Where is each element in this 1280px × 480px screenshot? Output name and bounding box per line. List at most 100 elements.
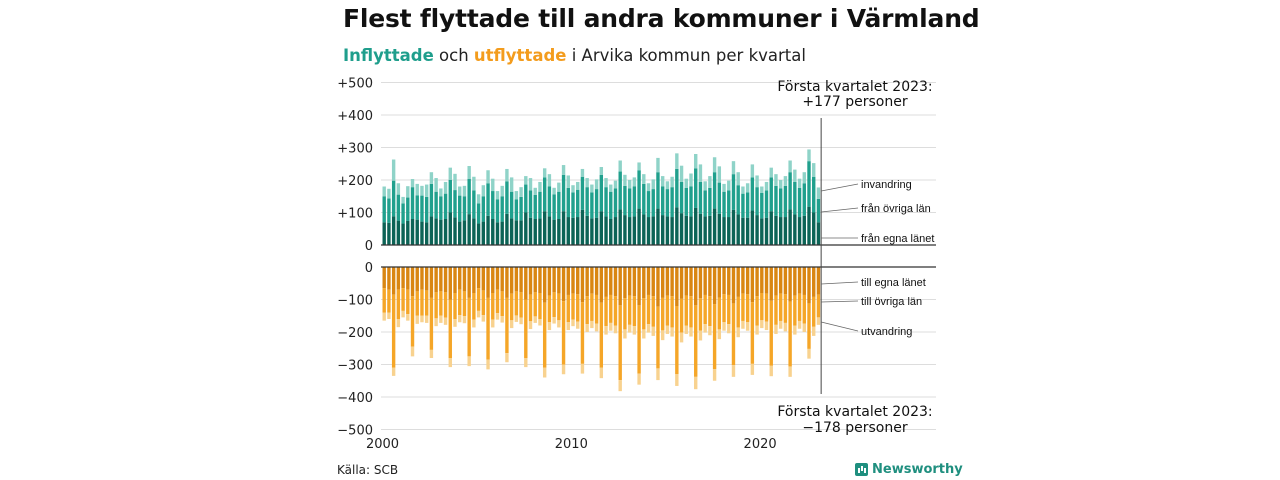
bar-in-1-42 [580,176,585,210]
bar-in-2-66 [694,154,698,169]
bar-out-0-31 [528,267,533,295]
bar-in-1-75 [736,185,740,215]
bar-in-0-16 [458,221,462,245]
source-note: Källa: SCB [337,463,399,477]
bar-out-1-7 [415,291,419,316]
bar-out-1-45 [594,294,599,324]
bar-out-2-91 [812,326,816,336]
bar-out-1-65 [689,296,693,328]
bar-in-2-68 [703,181,707,191]
bar-out-1-60 [665,295,670,326]
bar-in-2-29 [519,187,523,197]
bar-in-0-4 [401,223,405,245]
bar-out-0-18 [467,267,471,298]
bar-in-2-58 [656,157,660,173]
bar-out-0-46 [599,267,604,303]
bar-in-2-69 [708,176,712,188]
bar-out-1-67 [698,298,703,331]
bar-out-0-68 [703,267,707,295]
bar-in-0-74 [731,209,736,245]
bar-in-1-70 [712,172,717,209]
bar-in-0-75 [736,214,740,245]
bar-in-1-79 [755,187,759,216]
bar-out-0-38 [561,267,566,302]
bar-out-0-84 [778,267,783,294]
x-tick-label-2010: 2010 [555,437,588,452]
bar-in-0-69 [708,215,712,245]
bar-in-2-18 [467,166,471,180]
bar-out-1-13 [443,292,448,318]
bar-in-0-41 [576,217,580,245]
bar-in-1-12 [439,196,443,220]
bar-in-0-43 [585,215,589,245]
bar-out-2-13 [443,317,448,325]
bar-in-2-47 [604,178,608,188]
bar-out-1-62 [675,306,679,375]
bar-out-0-36 [552,267,556,293]
bar-in-2-45 [594,179,599,190]
bar-in-1-78 [750,177,755,211]
bar-out-1-52 [627,295,632,325]
bar-in-1-73 [727,190,731,218]
bar-out-2-55 [642,329,646,339]
bar-in-0-50 [618,209,622,245]
bar-in-0-59 [660,215,665,245]
chart-subtitle: Inflyttade och utflyttade i Arvika kommu… [343,46,806,65]
bar-out-2-51 [623,329,627,339]
bar-out-0-42 [580,267,585,303]
bar-out-1-66 [694,305,698,377]
bar-in-2-87 [793,169,797,182]
bar-in-2-79 [755,175,759,188]
bar-in-2-10 [429,172,434,184]
bar-out-1-41 [576,294,580,322]
bar-in-0-88 [797,217,802,245]
bar-out-1-63 [679,298,684,333]
bar-in-0-90 [807,206,811,245]
bar-in-1-60 [665,189,670,217]
bar-out-1-56 [646,294,651,325]
bar-in-2-31 [528,178,533,191]
bar-in-2-34 [542,168,547,178]
bar-out-0-74 [731,267,736,304]
bar-in-2-38 [561,165,566,175]
bar-out-1-24 [495,289,500,314]
bar-out-1-39 [566,294,570,323]
newsworthy-logo: Newsworthy [855,462,963,477]
bar-out-1-36 [552,292,556,318]
bar-in-0-12 [439,219,443,245]
newsworthy-chart-icon [855,463,868,476]
bar-out-2-36 [552,317,556,324]
bar-in-2-7 [415,183,419,196]
bar-in-2-15 [453,173,457,191]
bar-in-0-56 [646,217,651,245]
bar-in-0-36 [552,219,556,245]
bar-out-1-27 [509,293,514,321]
bar-out-1-48 [609,294,613,323]
bar-out-2-76 [741,320,745,329]
bar-in-0-76 [741,217,745,245]
bar-out-0-66 [694,267,698,306]
bar-in-1-56 [646,191,651,218]
bar-out-1-91 [812,296,816,327]
bar-in-2-37 [557,182,561,192]
bar-out-2-56 [646,324,651,333]
bar-in-0-21 [481,221,486,245]
bar-in-2-81 [764,181,769,191]
bar-in-0-37 [557,219,561,245]
bar-in-1-18 [467,179,471,215]
bar-out-2-73 [727,324,731,334]
legend-out-leader-0 [821,281,859,285]
bar-out-2-82 [769,365,773,377]
bar-in-0-25 [500,221,504,245]
bar-out-1-19 [472,293,476,320]
bar-in-1-62 [675,168,679,208]
bar-in-0-10 [429,216,434,245]
bar-out-1-34 [542,302,547,368]
bar-in-0-89 [802,215,806,245]
bar-in-1-26 [505,181,509,214]
bar-out-2-7 [415,315,419,324]
bar-out-0-67 [698,267,703,299]
bar-out-1-15 [453,293,457,319]
bar-in-2-32 [533,187,537,195]
bar-out-2-20 [476,310,481,318]
